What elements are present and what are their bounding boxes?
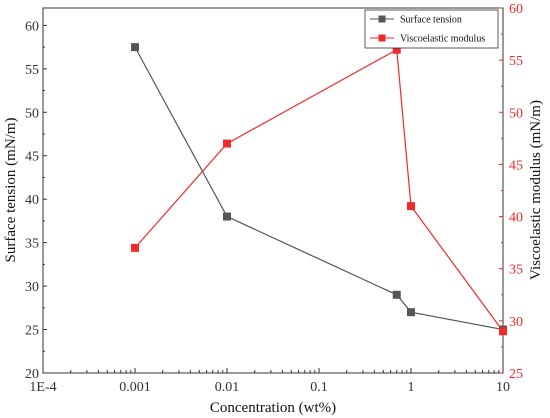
right-tick-label: 50 bbox=[509, 106, 523, 121]
legend-marker-surface-tension bbox=[378, 15, 386, 23]
bottom-axis-title: Concentration (wt%) bbox=[210, 400, 336, 416]
data-point-viscoelastic-modulus bbox=[407, 202, 415, 211]
legend-marker-viscoelastic-modulus bbox=[378, 34, 386, 42]
right-tick-label: 55 bbox=[509, 54, 523, 69]
left-tick-label: 40 bbox=[25, 193, 39, 208]
data-point-viscoelastic-modulus bbox=[223, 139, 231, 148]
legend: Surface tension Viscoelastic modulus bbox=[364, 9, 499, 49]
left-tick-label: 25 bbox=[25, 324, 39, 339]
right-tick-label: 60 bbox=[509, 2, 523, 17]
data-point-viscoelastic-modulus bbox=[499, 327, 507, 336]
bottom-tick-label: 1E-4 bbox=[29, 380, 56, 395]
data-point-surface-tension bbox=[131, 43, 139, 52]
bottom-tick-label: 0.01 bbox=[215, 380, 240, 395]
left-axis-title: Surface tension (mN/m) bbox=[3, 118, 19, 263]
right-axis-title: Viscoelastic modulus (mN/m) bbox=[528, 100, 544, 280]
data-point-surface-tension bbox=[407, 308, 415, 317]
right-tick-label: 40 bbox=[509, 211, 523, 226]
bottom-tick-label: 0.1 bbox=[310, 380, 328, 395]
plot-frame bbox=[42, 7, 504, 374]
series-line-surface-tension bbox=[134, 46, 504, 331]
data-point-viscoelastic-modulus bbox=[392, 45, 401, 54]
left-tick-label: 20 bbox=[25, 367, 39, 382]
left-tick-label: 50 bbox=[25, 106, 39, 121]
bottom-tick-label: 1 bbox=[408, 380, 415, 395]
legend-label-viscoelastic-modulus: Viscoelastic modulus bbox=[400, 34, 485, 45]
legend-label-surface-tension: Surface tension bbox=[400, 15, 462, 26]
right-tick-label: 25 bbox=[509, 367, 523, 382]
series-line-viscoelastic-modulus bbox=[134, 48, 504, 332]
right-tick-label: 45 bbox=[509, 158, 523, 173]
left-axis-ticks: 20 25 30 35 40 45 50 55 60 bbox=[25, 19, 47, 382]
left-tick-label: 35 bbox=[25, 237, 39, 252]
data-point-viscoelastic-modulus bbox=[131, 243, 139, 252]
right-tick-label: 35 bbox=[509, 263, 523, 278]
left-tick-label: 55 bbox=[25, 63, 39, 78]
right-axis-ticks: 25 30 35 40 45 50 55 60 bbox=[499, 2, 523, 382]
right-tick-label: 30 bbox=[509, 315, 523, 330]
left-tick-label: 30 bbox=[25, 280, 39, 295]
bottom-axis-ticks: 1E-4 0.001 0.01 0.1 1 10 bbox=[29, 368, 510, 395]
bottom-tick-label: 0.001 bbox=[119, 380, 151, 395]
left-tick-label: 60 bbox=[25, 19, 39, 34]
left-tick-label: 45 bbox=[25, 150, 39, 165]
bottom-tick-label: 10 bbox=[496, 380, 510, 395]
series-layer bbox=[131, 43, 507, 336]
data-point-surface-tension bbox=[223, 212, 231, 221]
data-point-surface-tension bbox=[392, 290, 401, 299]
legend-box bbox=[364, 9, 499, 49]
